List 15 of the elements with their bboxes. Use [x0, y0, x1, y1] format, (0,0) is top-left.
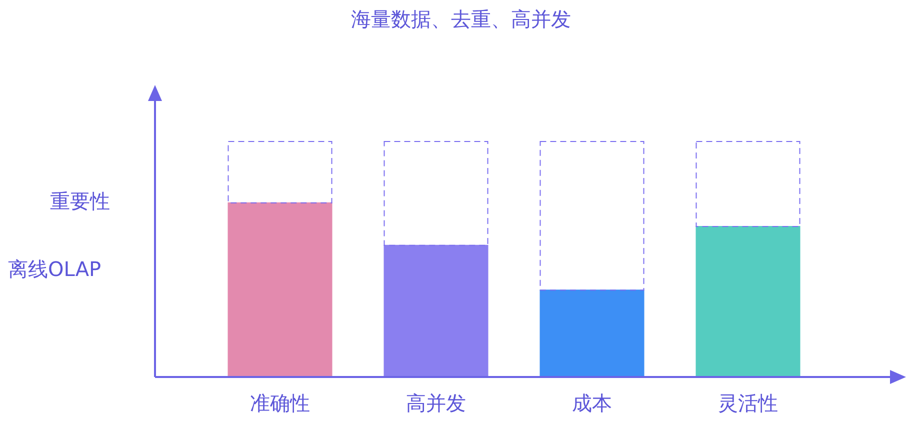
bar	[228, 202, 332, 377]
x-tick-label: 高并发	[406, 391, 466, 416]
bar	[384, 141, 488, 246]
x-tick-label: 准确性	[250, 391, 310, 416]
bar	[540, 141, 644, 291]
y-axis-title: 重要性	[50, 188, 110, 215]
bar	[696, 226, 800, 377]
x-tick-label: 成本	[572, 391, 612, 416]
x-tick-label: 灵活性	[718, 391, 778, 416]
bar	[540, 290, 644, 377]
bar	[228, 141, 332, 204]
bar	[696, 141, 800, 227]
chart-title: 海量数据、去重、高并发	[350, 6, 572, 33]
text: 离线OLAP	[8, 256, 102, 283]
bar	[384, 244, 488, 377]
